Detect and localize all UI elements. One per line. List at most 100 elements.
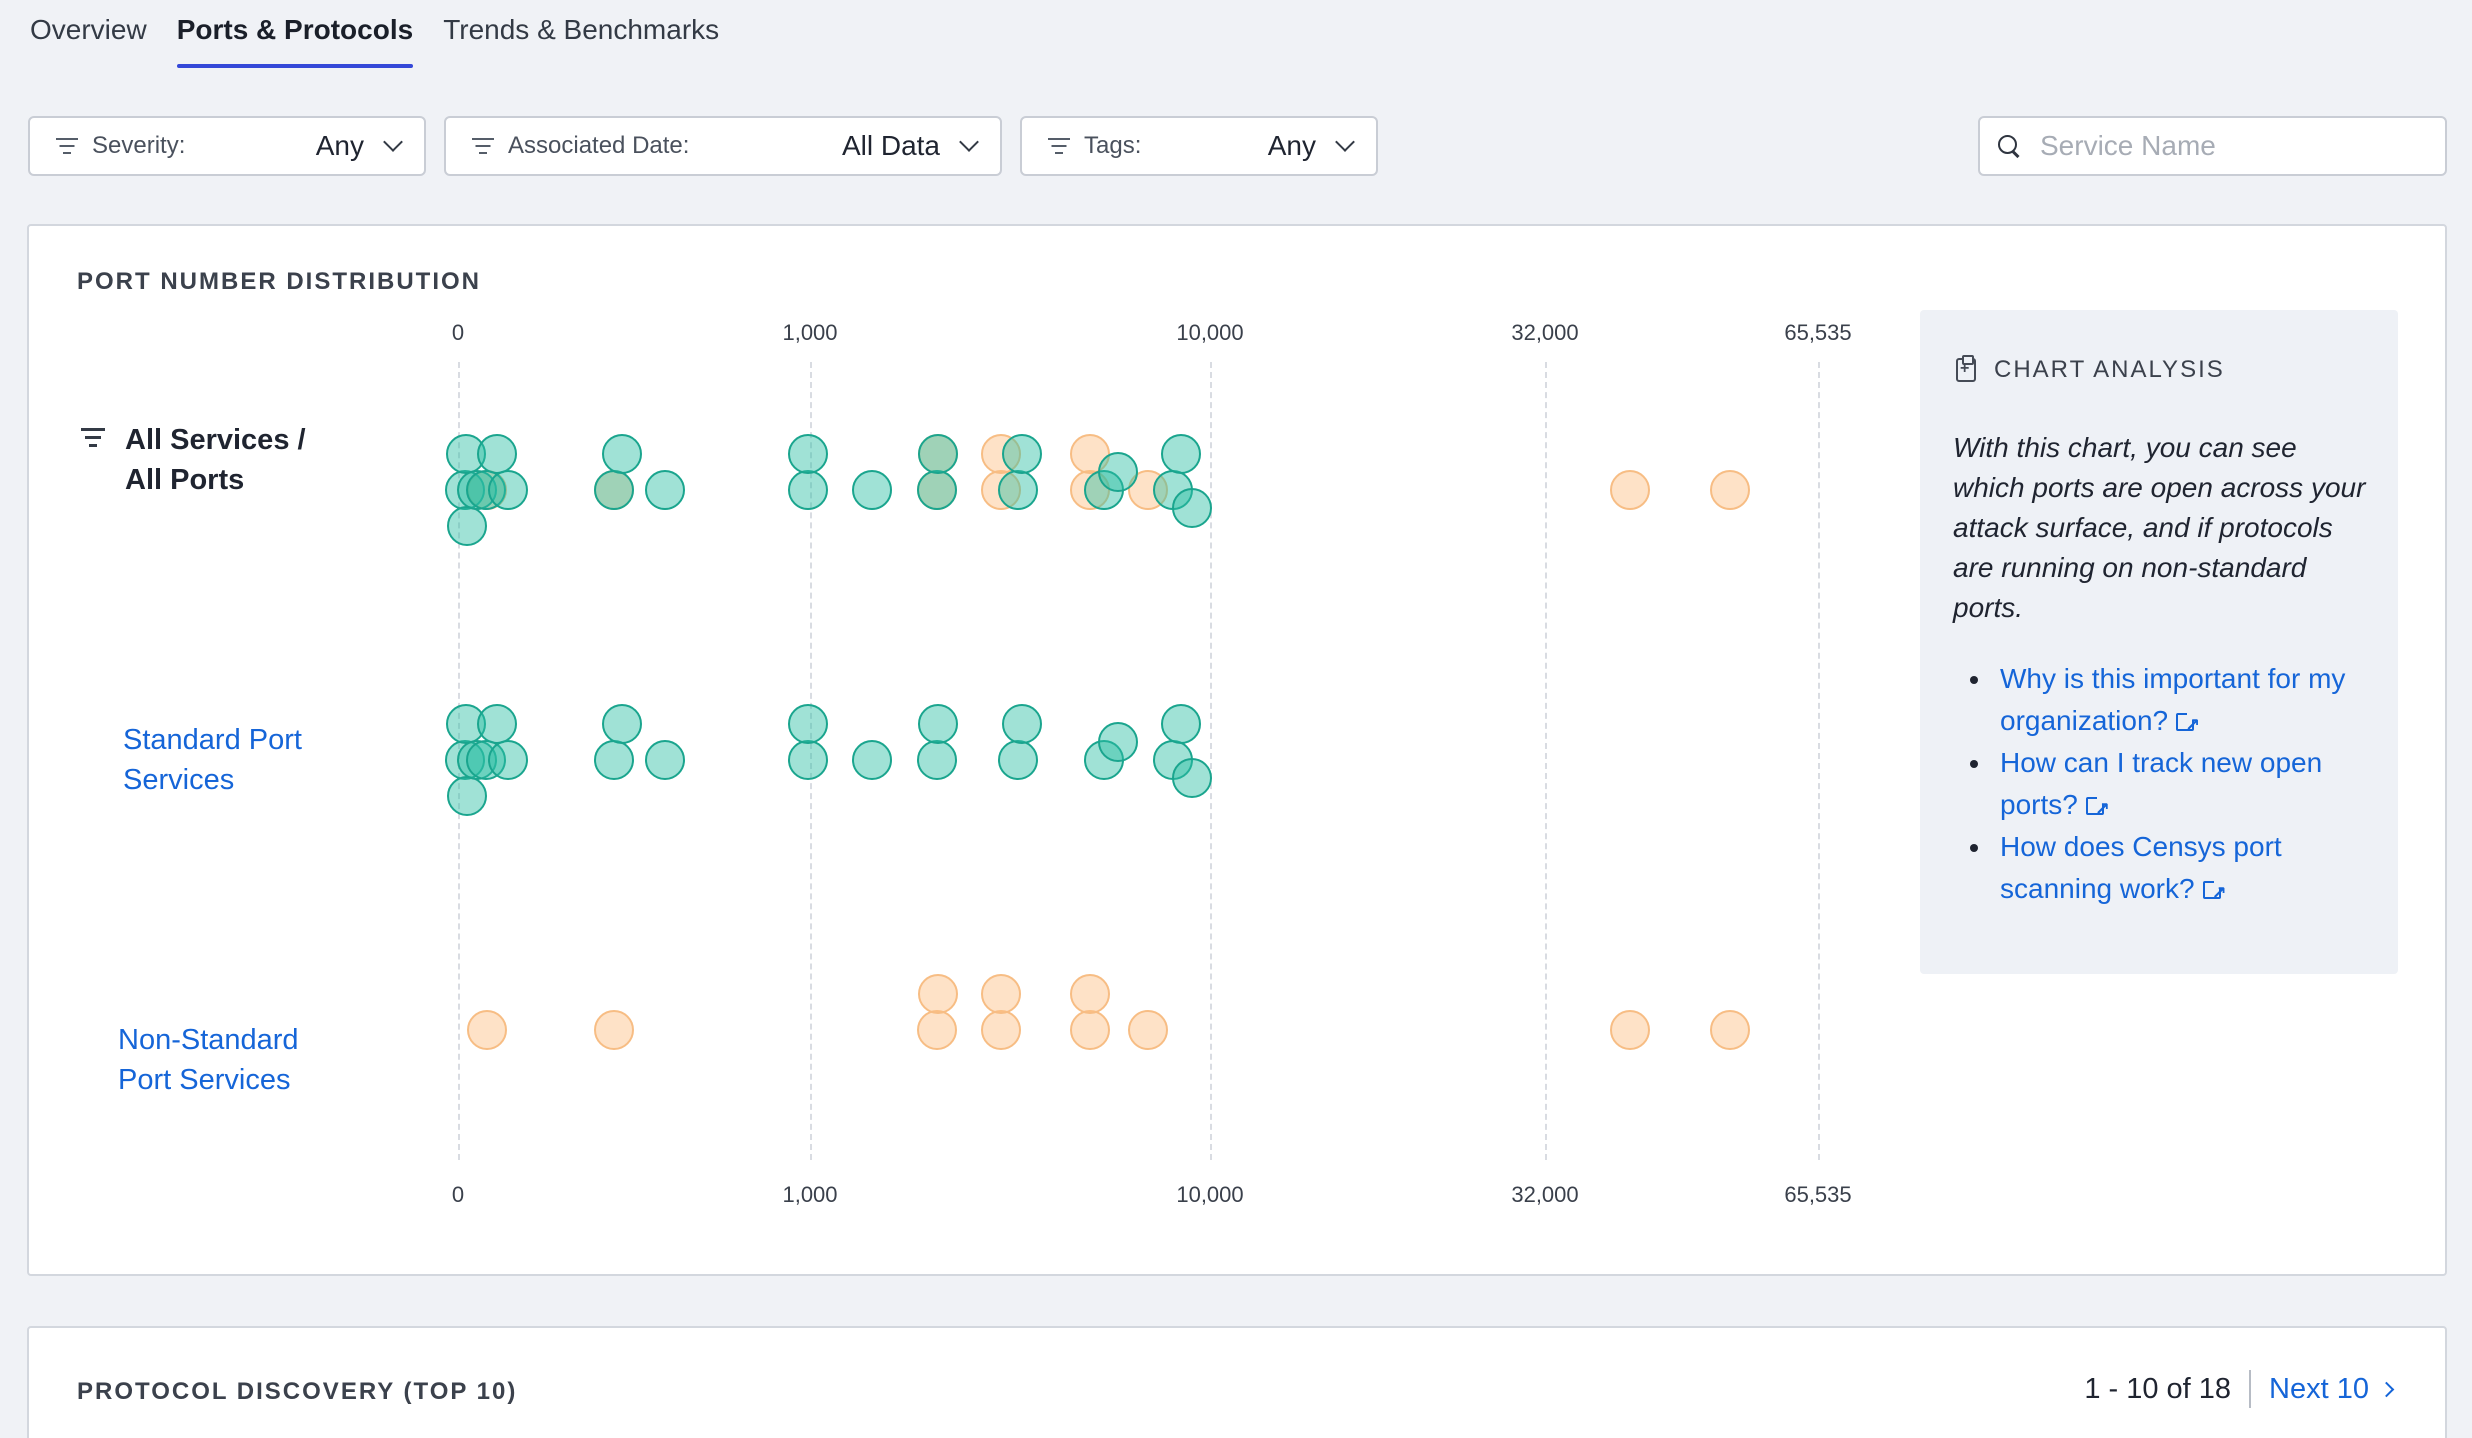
data-point-standard[interactable] (601, 704, 642, 744)
data-point-standard[interactable] (852, 740, 893, 780)
tab-trends-benchmarks[interactable]: Trends & Benchmarks (443, 14, 720, 45)
data-point-standard[interactable] (788, 434, 829, 474)
data-point-non-standard[interactable] (1609, 470, 1650, 510)
data-point-standard[interactable] (787, 470, 828, 510)
data-point-standard[interactable] (1171, 488, 1212, 528)
data-point-standard[interactable] (593, 470, 634, 510)
data-point-standard[interactable] (1160, 704, 1201, 744)
row-label-all-services: All Services / All Ports (125, 424, 306, 496)
clipboard-icon (1956, 355, 1976, 382)
chart-analysis-panel: CHART ANALYSIS With this chart, you can … (1920, 310, 2398, 974)
data-point-standard[interactable] (997, 470, 1038, 510)
x-tick-label: 10,000 (1176, 320, 1244, 345)
x-tick-label: 1,000 (782, 320, 838, 345)
pagination: 1 - 10 of 18 Next 10 (2084, 1370, 2395, 1408)
service-name-search (1978, 116, 2447, 176)
data-point-non-standard[interactable] (466, 1010, 507, 1050)
data-point-standard[interactable] (997, 740, 1038, 780)
link-port-scanning[interactable]: How does Censys port scanning work? (2000, 831, 2282, 914)
severity-filter-label: Severity: (92, 132, 186, 159)
data-point-non-standard[interactable] (1609, 1010, 1650, 1050)
data-point-standard[interactable] (787, 740, 828, 780)
list-item: How can I track new open ports? (1970, 742, 2380, 830)
protocol-discovery-card (27, 1326, 2447, 1438)
tab-overview[interactable]: Overview (30, 14, 147, 45)
chart-analysis-title: CHART ANALYSIS (1994, 356, 2225, 383)
data-point-standard[interactable] (1171, 758, 1212, 798)
row-label-non-standard-ports[interactable]: Non-Standard Port Services (118, 1024, 299, 1096)
tab-ports-protocols[interactable]: Ports & Protocols (176, 0, 414, 68)
data-point-standard[interactable] (601, 434, 642, 474)
data-point-non-standard[interactable] (917, 1010, 958, 1050)
next-page-button[interactable]: Next 10 (2269, 1373, 2395, 1406)
associated-date-filter[interactable]: Associated Date: All Data (444, 116, 1002, 176)
link-why-important[interactable]: Why is this important for my organizatio… (2000, 663, 2345, 746)
port-distribution-title: PORT NUMBER DISTRIBUTION (77, 268, 481, 295)
x-tick-label: 65,535 (1784, 1182, 1852, 1207)
tags-filter-value: Any (1267, 130, 1316, 161)
divider (2249, 1370, 2252, 1408)
x-tick-label: 32,000 (1511, 1182, 1579, 1207)
data-point-standard[interactable] (488, 740, 529, 780)
data-point-non-standard[interactable] (980, 1010, 1021, 1050)
data-point-standard[interactable] (1002, 704, 1043, 744)
chevron-right-icon (2378, 1381, 2395, 1397)
x-tick-label: 65,535 (1784, 320, 1852, 345)
tab-bar: Overview Ports & Protocols Trends & Benc… (30, 0, 749, 70)
filter-icon (1046, 136, 1072, 156)
list-item: Why is this important for my organizatio… (1970, 658, 2380, 746)
data-point-standard[interactable] (1098, 452, 1139, 492)
row-label-standard-ports[interactable]: Standard Port Services (123, 724, 302, 796)
data-point-standard[interactable] (476, 704, 517, 744)
tags-filter-label: Tags: (1084, 132, 1142, 159)
data-point-non-standard[interactable] (1069, 974, 1110, 1014)
data-point-standard[interactable] (917, 704, 958, 744)
filter-icon[interactable] (80, 428, 106, 448)
chevron-down-icon (959, 132, 979, 152)
chevron-down-icon (383, 132, 403, 152)
data-point-standard[interactable] (446, 506, 487, 546)
chevron-down-icon (1335, 132, 1355, 152)
data-point-standard[interactable] (446, 776, 487, 816)
data-point-standard[interactable] (593, 740, 634, 780)
filter-icon (470, 136, 496, 156)
x-tick-label: 0 (451, 1182, 465, 1207)
x-tick-label: 10,000 (1176, 1182, 1244, 1207)
external-link-icon (2085, 788, 2110, 830)
data-point-standard[interactable] (488, 470, 529, 510)
data-point-non-standard[interactable] (917, 974, 958, 1014)
chart-analysis-links: Why is this important for my organizatio… (1970, 658, 2380, 914)
search-input[interactable] (2040, 130, 2420, 162)
link-track-new-ports[interactable]: How can I track new open ports? (2000, 747, 2322, 830)
data-point-non-standard[interactable] (1709, 1010, 1750, 1050)
x-tick-label: 0 (451, 320, 465, 345)
data-point-standard[interactable] (644, 470, 685, 510)
data-point-non-standard[interactable] (1069, 1010, 1110, 1050)
x-tick-label: 1,000 (782, 1182, 838, 1207)
data-point-non-standard[interactable] (594, 1010, 635, 1050)
protocol-discovery-title: PROTOCOL DISCOVERY (TOP 10) (77, 1378, 518, 1405)
data-point-standard[interactable] (917, 470, 958, 510)
severity-filter[interactable]: Severity: Any (28, 116, 426, 176)
list-item: How does Censys port scanning work? (1970, 826, 2380, 914)
data-point-standard[interactable] (917, 434, 958, 474)
search-icon (1998, 135, 2020, 157)
external-link-icon (2176, 704, 2200, 746)
data-point-standard[interactable] (1098, 722, 1139, 762)
filter-icon (54, 136, 80, 156)
data-point-non-standard[interactable] (1128, 1010, 1169, 1050)
severity-filter-value: Any (315, 130, 364, 161)
data-point-non-standard[interactable] (1709, 470, 1750, 510)
data-point-standard[interactable] (1002, 434, 1043, 474)
associated-date-filter-label: Associated Date: (508, 132, 690, 159)
tags-filter[interactable]: Tags: Any (1020, 116, 1378, 176)
data-point-non-standard[interactable] (980, 974, 1021, 1014)
data-point-standard[interactable] (788, 704, 829, 744)
chart-analysis-text: With this chart, you can see which ports… (1953, 432, 2366, 623)
x-tick-label: 32,000 (1511, 320, 1579, 345)
data-point-standard[interactable] (644, 740, 685, 780)
data-point-standard[interactable] (917, 740, 958, 780)
data-point-standard[interactable] (852, 470, 893, 510)
data-point-standard[interactable] (476, 434, 517, 474)
data-point-standard[interactable] (1160, 434, 1201, 474)
